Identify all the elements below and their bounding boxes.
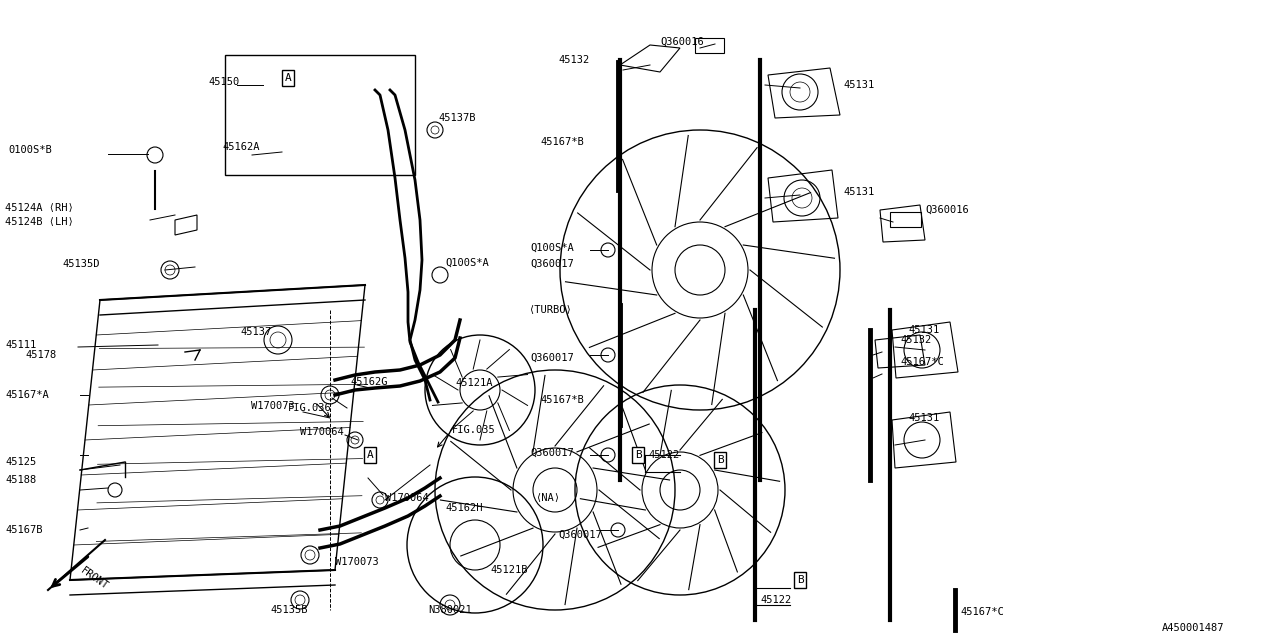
Text: ⟨TURBO⟩: ⟨TURBO⟩ <box>529 305 572 315</box>
Text: 45124B ⟨LH⟩: 45124B ⟨LH⟩ <box>5 217 74 227</box>
Text: Q100S*A: Q100S*A <box>530 243 573 253</box>
Text: 45167*B: 45167*B <box>540 395 584 405</box>
Text: 45122: 45122 <box>760 595 791 605</box>
Text: 45137B: 45137B <box>438 113 475 123</box>
Text: FIG.036: FIG.036 <box>288 403 332 413</box>
Text: Q360017: Q360017 <box>530 353 573 363</box>
Text: ⟨NA⟩: ⟨NA⟩ <box>535 493 561 503</box>
Text: 45162H: 45162H <box>445 503 483 513</box>
Text: A450001487: A450001487 <box>1162 623 1225 633</box>
Text: 45121A: 45121A <box>454 378 493 388</box>
Text: 45167B: 45167B <box>5 525 42 535</box>
Text: 45131: 45131 <box>908 325 940 335</box>
Text: 45137: 45137 <box>241 327 271 337</box>
Text: A: A <box>366 450 374 460</box>
Text: W170073: W170073 <box>251 401 294 411</box>
Text: FIG.035: FIG.035 <box>452 425 495 435</box>
Text: N380021: N380021 <box>428 605 472 615</box>
Text: B: B <box>717 455 723 465</box>
Text: 45131: 45131 <box>908 413 940 423</box>
Text: 45124A ⟨RH⟩: 45124A ⟨RH⟩ <box>5 203 74 213</box>
Text: 45167*A: 45167*A <box>5 390 49 400</box>
Text: 45150: 45150 <box>207 77 239 87</box>
Text: 45167*C: 45167*C <box>960 607 1004 617</box>
Text: FRONT: FRONT <box>79 566 110 592</box>
Text: 45132: 45132 <box>900 335 932 345</box>
Text: Q360017: Q360017 <box>530 448 573 458</box>
Text: Q360016: Q360016 <box>925 205 969 215</box>
Text: 45131: 45131 <box>844 187 874 197</box>
Text: 45111: 45111 <box>5 340 36 350</box>
Text: 45188: 45188 <box>5 475 36 485</box>
Text: W170064: W170064 <box>300 427 344 437</box>
Text: 45162A: 45162A <box>221 142 260 152</box>
Text: B: B <box>796 575 804 585</box>
Text: W170073: W170073 <box>335 557 379 567</box>
Text: B: B <box>635 450 641 460</box>
Text: 45132: 45132 <box>558 55 589 65</box>
Text: 45131: 45131 <box>844 80 874 90</box>
Text: Q360016: Q360016 <box>660 37 704 47</box>
Text: Q360017: Q360017 <box>558 530 602 540</box>
Text: A: A <box>284 73 292 83</box>
Text: 45135B: 45135B <box>270 605 307 615</box>
Text: W170064: W170064 <box>385 493 429 503</box>
Text: Q100S*A: Q100S*A <box>445 258 489 268</box>
Text: 45125: 45125 <box>5 457 36 467</box>
Text: 45162G: 45162G <box>349 377 388 387</box>
Text: 45167*C: 45167*C <box>900 357 943 367</box>
Text: 45135D: 45135D <box>61 259 100 269</box>
Text: 45122: 45122 <box>648 450 680 460</box>
Text: 45178: 45178 <box>26 350 56 360</box>
Text: 0100S*B: 0100S*B <box>8 145 51 155</box>
Text: 45167*B: 45167*B <box>540 137 584 147</box>
Text: Q360017: Q360017 <box>530 259 573 269</box>
Text: 45121B: 45121B <box>490 565 527 575</box>
